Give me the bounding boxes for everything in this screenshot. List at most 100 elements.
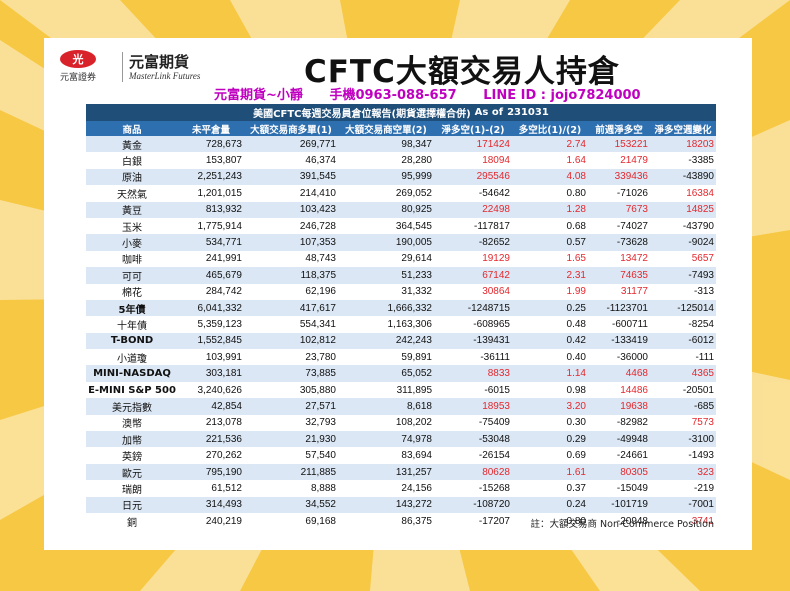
cell-net: -36111 — [434, 349, 512, 366]
cell-net: -139431 — [434, 332, 512, 350]
table-row: T-BOND 1,552,845 102,812 242,243 -139431 0.42… — [86, 332, 716, 350]
cell-prev: -71026 — [588, 185, 650, 202]
page-title: CFTC大額交易人持倉 — [304, 54, 620, 90]
cell-ratio: 3.20 — [512, 398, 588, 415]
table-row: 英鎊 270,262 57,540 83,694 -26154 0.69 -24661 -14… — [86, 447, 716, 464]
cell-short: 28,280 — [338, 152, 434, 169]
cell-prev: -24661 — [588, 447, 650, 464]
cell-short: 51,233 — [338, 267, 434, 284]
cell-name: 銅 — [86, 512, 178, 530]
cell-short: 98,347 — [338, 136, 434, 153]
cell-short: 364,545 — [338, 217, 434, 235]
cell-ratio: 0.25 — [512, 299, 588, 317]
cell-ratio: 0.29 — [512, 431, 588, 448]
cell-oi: 153,807 — [178, 152, 244, 169]
cell-prev: -20948 — [588, 512, 650, 530]
table-row: 棉花 284,742 62,196 31,332 30864 1.99 31177 -313 — [86, 283, 716, 300]
cell-oi: 1,201,015 — [178, 185, 244, 202]
cell-chg: -3385 — [650, 152, 716, 169]
cell-name: 天然氣 — [86, 185, 178, 202]
cell-chg: 18203 — [650, 136, 716, 153]
cell-net: -82652 — [434, 234, 512, 251]
table-row: 原油 2,251,243 391,545 95,999 295546 4.08 339436… — [86, 168, 716, 186]
cell-net: 22498 — [434, 201, 512, 218]
table-row: 小道瓊 103,991 23,780 59,891 -36111 0.40 -36000 -1… — [86, 349, 716, 366]
cell-name: 玉米 — [86, 217, 178, 235]
cell-long: 269,771 — [244, 136, 338, 153]
cell-oi: 314,493 — [178, 496, 244, 513]
cell-net: 18094 — [434, 152, 512, 169]
caption-date: 231031 — [507, 107, 549, 118]
cell-ratio: 0.69 — [512, 447, 588, 464]
cell-ratio: 1.65 — [512, 250, 588, 268]
cell-chg: -7493 — [650, 267, 716, 284]
cell-chg: 4365 — [650, 365, 716, 382]
contact-line: 元富期貨~小靜 手機0963-088-657 LINE ID : jojo782… — [214, 84, 663, 103]
cell-ratio: 0.80 — [512, 185, 588, 202]
table-row: 十年債 5,359,123 554,341 1,163,306 -608965 0.48-… — [86, 316, 716, 333]
cell-net: -75409 — [434, 414, 512, 432]
table-body: 黃金 728,673 269,771 98,347 171424 2.74 153221 18… — [86, 136, 716, 530]
cell-prev: -15049 — [588, 480, 650, 497]
cell-chg: -219 — [650, 480, 716, 497]
cell-short: 242,243 — [338, 332, 434, 350]
company-logo: 光 元富證券 元富期貨 MasterLink Futures — [60, 50, 200, 84]
table-header-row: 商品 未平倉量 大額交易商多單(1) 大額交易商空單(2) 淨多空(1)-(2)… — [86, 121, 716, 136]
cell-oi: 1,552,845 — [178, 332, 244, 350]
cell-oi: 240,219 — [178, 512, 244, 530]
table-row: 黃豆 813,932 103,423 80,925 22498 1.28 7673 14825 — [86, 201, 716, 218]
cell-long: 27,571 — [244, 398, 338, 415]
cell-ratio: 0.40 — [512, 349, 588, 366]
cell-chg: -7001 — [650, 496, 716, 513]
cell-prev: 74635 — [588, 267, 650, 284]
cell-short: 31,332 — [338, 283, 434, 300]
cell-prev: -36000 — [588, 349, 650, 366]
cell-long: 57,540 — [244, 447, 338, 464]
cell-chg: -313 — [650, 283, 716, 300]
cell-long: 391,545 — [244, 168, 338, 186]
cell-name: 澳幣 — [86, 414, 178, 432]
table-row: 澳幣 213,078 32,793 108,202 -75409 0.30 -82982 75… — [86, 414, 716, 432]
table-row: 黃金 728,673 269,771 98,347 171424 2.74 153221 18… — [86, 136, 716, 153]
cell-ratio: 1.14 — [512, 365, 588, 382]
cell-ratio: 1.61 — [512, 463, 588, 481]
cell-net: -54642 — [434, 185, 512, 202]
cell-chg: -20501 — [650, 381, 716, 399]
cell-chg: -9024 — [650, 234, 716, 251]
col-header-short: 大額交易商空單(2) — [338, 121, 434, 136]
cftc-table: 美國CFTC每週交易員倉位報告(期貨選擇權合併) As of 231031 商品… — [86, 104, 716, 530]
cell-long: 48,743 — [244, 250, 338, 268]
cell-prev: 339436 — [588, 168, 650, 186]
cell-net: 295546 — [434, 168, 512, 186]
col-header-weekly-change: 淨多空週變化 — [650, 121, 716, 136]
cell-long: 21,930 — [244, 431, 338, 448]
cell-net: 8833 — [434, 365, 512, 382]
cell-long: 32,793 — [244, 414, 338, 432]
cell-short: 143,272 — [338, 496, 434, 513]
cell-chg: -43890 — [650, 168, 716, 186]
cell-oi: 2,251,243 — [178, 168, 244, 186]
col-header-ratio: 多空比(1)/(2) — [512, 121, 588, 136]
cell-short: 59,891 — [338, 349, 434, 366]
cell-net: 67142 — [434, 267, 512, 284]
cell-chg: 5657 — [650, 250, 716, 268]
cell-long: 103,423 — [244, 201, 338, 218]
cell-long: 62,196 — [244, 283, 338, 300]
contact-phone: 手機0963-088-657 — [329, 88, 457, 103]
cell-oi: 813,932 — [178, 201, 244, 218]
cell-oi: 61,512 — [178, 480, 244, 497]
cell-name: 黃豆 — [86, 201, 178, 218]
cell-oi: 241,991 — [178, 250, 244, 268]
cell-ratio: 1.64 — [512, 152, 588, 169]
cell-oi: 1,775,914 — [178, 217, 244, 235]
cell-chg: 3741 — [650, 512, 716, 530]
cell-ratio: 2.31 — [512, 267, 588, 284]
cell-prev: 4468 — [588, 365, 650, 382]
cell-short: 95,999 — [338, 168, 434, 186]
table-row: 5年債 6,041,332 417,617 1,666,332 -1248715 0.25… — [86, 299, 716, 317]
cell-net: -1248715 — [434, 299, 512, 317]
cell-ratio: 0.68 — [512, 217, 588, 235]
positions-table: 商品 未平倉量 大額交易商多單(1) 大額交易商空單(2) 淨多空(1)-(2)… — [86, 121, 716, 530]
cell-oi: 5,359,123 — [178, 316, 244, 333]
cell-chg: -111 — [650, 349, 716, 366]
